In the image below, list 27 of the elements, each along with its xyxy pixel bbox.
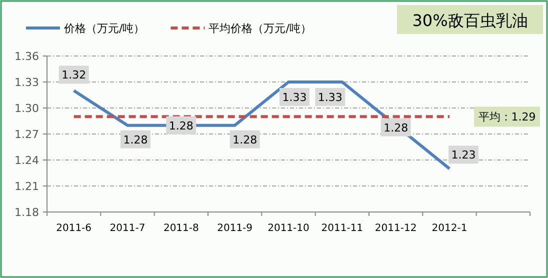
legend-label: 价格（万元/吨）: [63, 22, 145, 35]
x-tick-label: 2011-9: [217, 223, 253, 234]
x-tick-label: 2011-6: [56, 223, 92, 234]
data-label: 1.33: [318, 91, 342, 104]
y-tick-label: 1.24: [14, 154, 39, 167]
annotation: 平均：1.29: [478, 110, 536, 124]
y-tick-label: 1.33: [14, 76, 39, 89]
x-tick-label: 2011-10: [268, 223, 310, 234]
data-label: 1.28: [384, 121, 408, 134]
legend-label: 平均价格（万元/吨）: [208, 22, 312, 35]
y-tick-label: 1.21: [14, 180, 39, 193]
line-series: [72, 80, 451, 170]
y-tick-label: 1.27: [14, 128, 39, 141]
y-tick-label: 1.30: [14, 102, 39, 115]
x-tick-label: 2011-8: [163, 223, 199, 234]
x-tick-label: 2011-12: [374, 223, 417, 234]
x-tick-label: 2011-7: [110, 223, 146, 234]
x-tick-label: 2012-1: [432, 223, 468, 234]
x-tick-label: 2011-11: [321, 223, 364, 234]
chart-title: 30%敌百虫乳油: [412, 11, 528, 30]
y-tick-label: 1.36: [14, 50, 39, 63]
data-label: 1.32: [62, 68, 86, 82]
data-label: 1.28: [232, 133, 258, 146]
data-label: 1.33: [282, 91, 307, 104]
data-label: 1.23: [451, 148, 476, 162]
y-tick-label: 1.18: [14, 206, 39, 219]
data-label: 1.28: [123, 133, 148, 146]
